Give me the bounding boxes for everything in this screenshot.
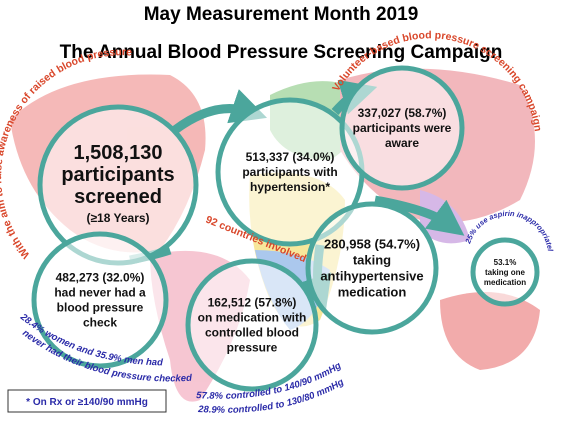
circle-text: taking	[353, 253, 391, 268]
circle-text: screened	[74, 186, 162, 208]
circle-text: on medication with	[198, 311, 307, 325]
circle-text: hypertension*	[250, 180, 330, 194]
circle-text: 1,508,130	[74, 142, 163, 164]
footnote: * On Rx or ≥140/90 mmHg	[26, 397, 148, 408]
circle-text: aware	[385, 136, 419, 150]
circle-ring	[185, 258, 319, 392]
circle-text: participants were	[353, 121, 452, 135]
footnote-box	[7, 389, 167, 413]
circle-text: (≥18 Years)	[86, 211, 149, 225]
circle-text: antihypertensive	[320, 269, 423, 284]
circle-text: 337,027 (58.7%)	[358, 106, 447, 120]
circle-text: 53.1%	[494, 258, 517, 267]
circle-text: controlled blood	[205, 326, 299, 340]
circle-text: participants with	[242, 165, 337, 179]
circle-text: had never had a	[54, 286, 146, 300]
circle-text: check	[83, 316, 117, 330]
circle-text: pressure	[227, 341, 278, 355]
circle-text: medication	[484, 278, 526, 287]
subtitle: The Annual Blood Pressure Screening Camp…	[60, 42, 503, 63]
circle-text: blood pressure	[57, 301, 144, 315]
circle-text: participants	[61, 164, 174, 186]
circle-text: 280,958 (54.7%)	[324, 237, 420, 252]
circle-ring	[305, 201, 439, 335]
circle-ring	[339, 65, 465, 191]
circle-text: taking one	[485, 268, 526, 277]
circle-text: medication	[338, 285, 407, 300]
title: May Measurement Month 2019	[144, 4, 419, 25]
circle-text: 513,337 (34.0%)	[246, 150, 335, 164]
circle-text: 162,512 (57.8%)	[208, 296, 297, 310]
circle-ring	[470, 237, 540, 307]
circle-ring	[31, 231, 169, 369]
circle-text: 482,273 (32.0%)	[56, 271, 145, 285]
